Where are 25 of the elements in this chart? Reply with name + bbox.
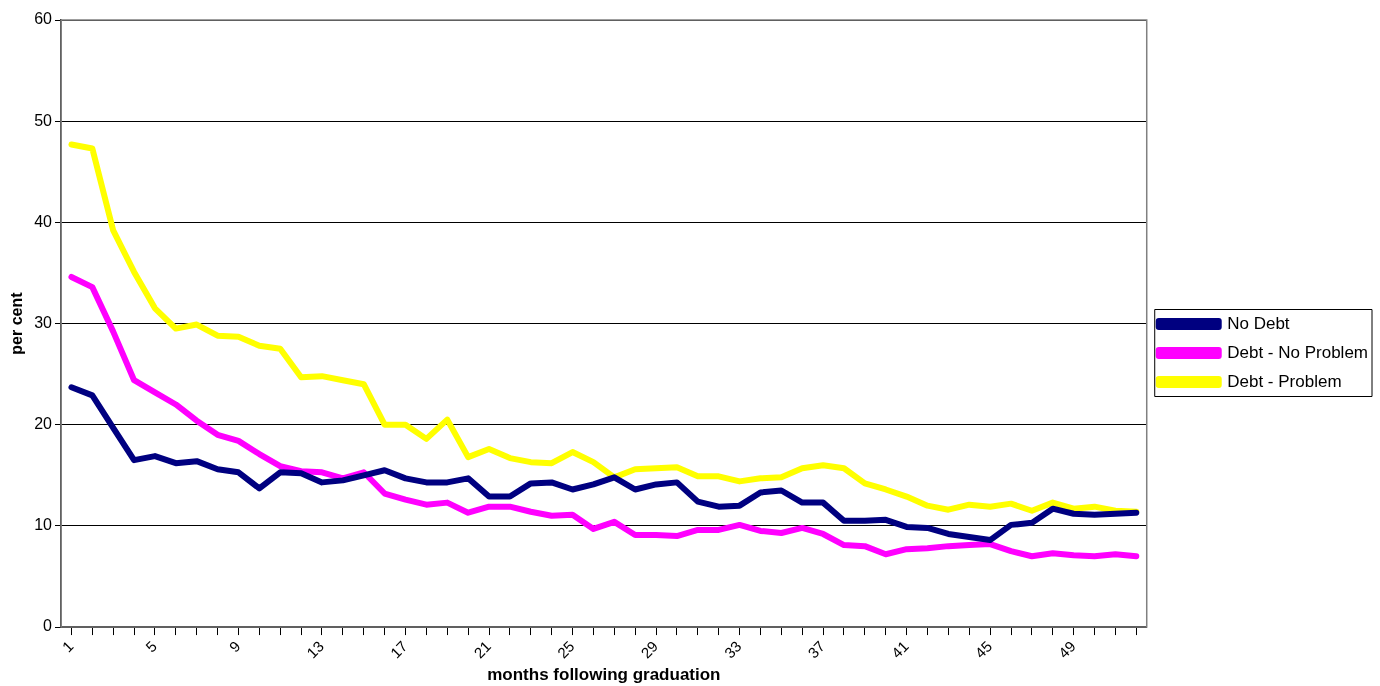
y-axis-title: per cent bbox=[8, 291, 26, 355]
legend-label: Debt - No Problem bbox=[1227, 342, 1369, 362]
y-tick-label: 40 bbox=[34, 212, 53, 230]
x-tick-label: 33 bbox=[720, 637, 745, 662]
x-tick-label: 29 bbox=[637, 637, 662, 662]
y-tick-label: 50 bbox=[34, 111, 53, 129]
x-tick-label: 25 bbox=[553, 637, 578, 662]
y-tick-label: 10 bbox=[34, 516, 53, 534]
x-tick-label: 13 bbox=[303, 637, 328, 662]
x-tick-label: 9 bbox=[225, 637, 244, 656]
x-axis-title: months following graduation bbox=[487, 665, 721, 685]
y-tick-label: 30 bbox=[34, 313, 53, 331]
x-tick-label: 37 bbox=[804, 637, 829, 662]
x-tick-label: 1 bbox=[58, 637, 77, 656]
legend-label: Debt - Problem bbox=[1227, 371, 1342, 391]
x-tick-label: 5 bbox=[142, 637, 160, 656]
y-tick-label: 20 bbox=[34, 415, 53, 433]
y-tick-label: 60 bbox=[34, 10, 53, 28]
y-tick-label: 0 bbox=[43, 617, 53, 635]
x-tick-label: 41 bbox=[887, 637, 912, 662]
x-tick-label: 21 bbox=[470, 637, 495, 662]
x-tick-label: 45 bbox=[971, 637, 996, 662]
x-tick-label: 17 bbox=[386, 637, 411, 662]
x-tick-label: 49 bbox=[1054, 637, 1079, 662]
legend-label: No Debt bbox=[1227, 313, 1290, 333]
